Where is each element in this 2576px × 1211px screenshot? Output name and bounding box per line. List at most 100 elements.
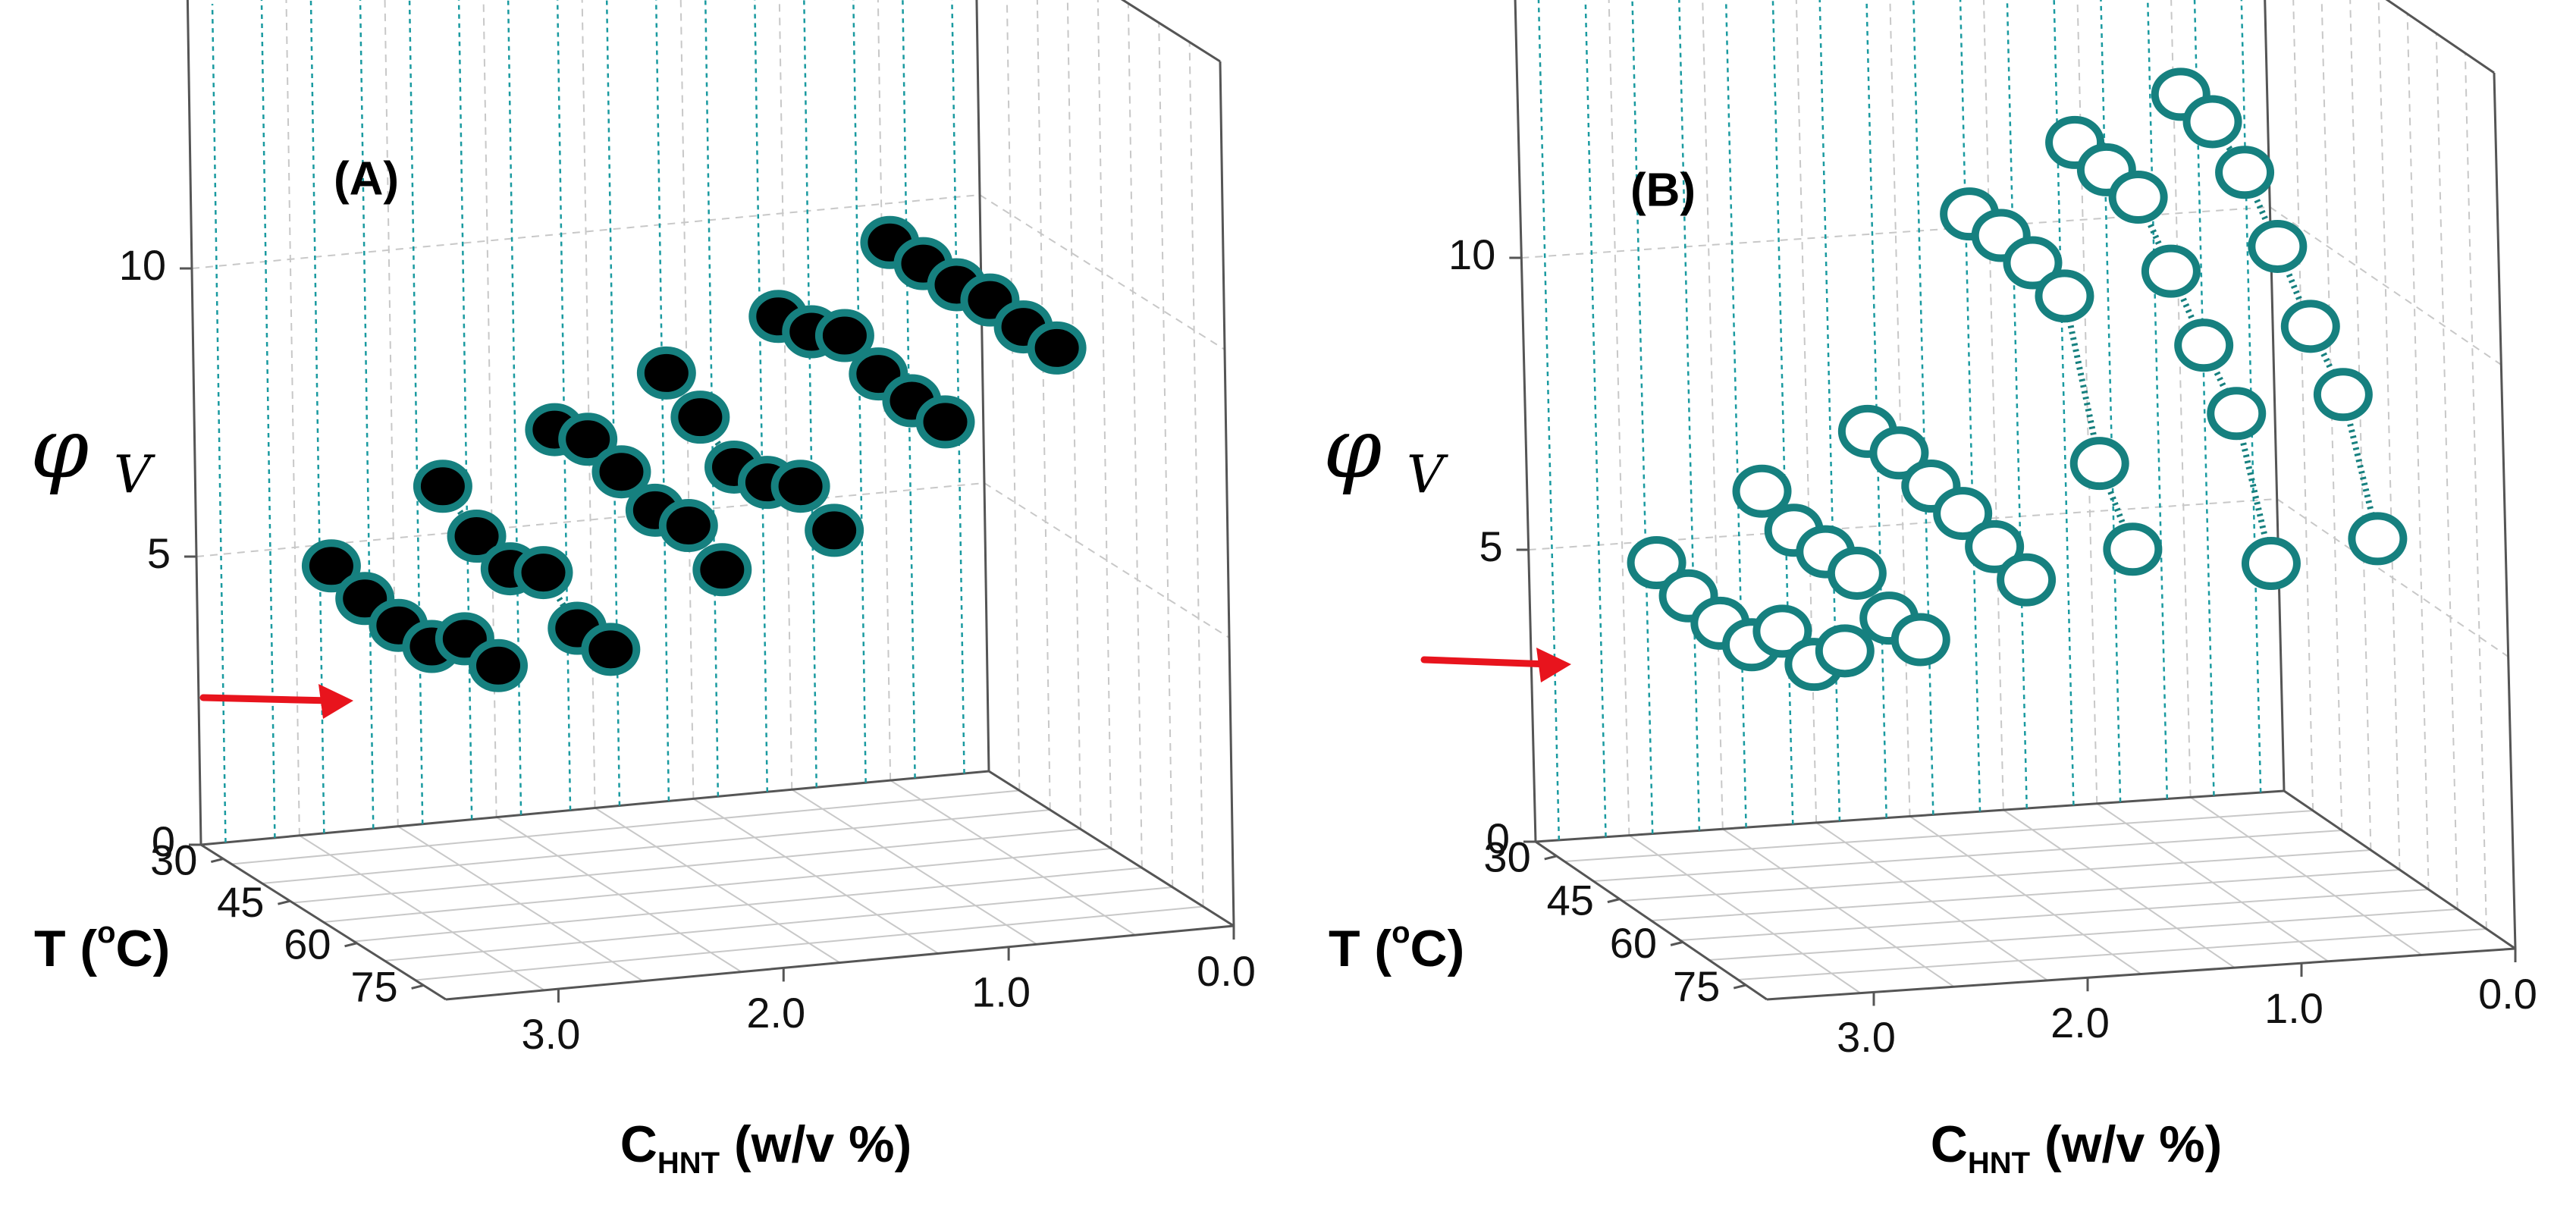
data-point (2280, 300, 2340, 353)
back-wall-drop-line (902, 0, 916, 779)
side-wall-grid-line (1188, 42, 1204, 907)
data-point (814, 309, 874, 362)
back-wall-drop-line (1912, 0, 1934, 815)
side-wall-grid-line (1036, 0, 1051, 811)
back-wall-drop-line (754, 0, 769, 792)
temp-tick-mark (344, 942, 357, 948)
back-wall-drop-line (2100, 0, 2122, 802)
floor-grid-line (2096, 802, 2329, 962)
phi-axis-line (186, 0, 202, 846)
side-wall-grid-line (1066, 0, 1082, 830)
data-point (2035, 269, 2094, 323)
temp-tick-label: 60 (284, 921, 331, 968)
box-edge (1219, 61, 1235, 927)
data-point (469, 638, 529, 692)
data-point (1997, 553, 2057, 607)
back-wall-drop-line (704, 0, 720, 797)
data-point (2182, 95, 2242, 149)
temp-tick-label: 30 (150, 836, 197, 883)
data-point (2313, 368, 2373, 422)
back-wall-drop-line (260, 0, 276, 838)
data-point (915, 395, 975, 449)
conc-tick-label: 2.0 (746, 989, 805, 1037)
back-wall-drop-line (556, 0, 572, 811)
back-wall-drop-line (1818, 0, 1841, 821)
back-wall-grid-line (1982, 0, 2004, 811)
box-edge (200, 770, 990, 846)
floor-grid-line (1564, 810, 2314, 862)
back-wall-grid-line (1889, 0, 1911, 817)
temp-title-unit: C) (1410, 920, 1465, 977)
side-wall-grid-line (1097, 0, 1112, 849)
phi-tick-label: 0 (1486, 814, 1510, 862)
conc-tick-label: 1.0 (971, 968, 1031, 1016)
back-wall-drop-line (803, 0, 817, 788)
temp-tick-mark (1733, 984, 1746, 990)
temp-title-unit: C) (116, 920, 171, 977)
back-wall-grid-line (2076, 0, 2098, 804)
side-wall-grid-line (2386, 0, 2495, 74)
floor-grid-line (323, 848, 1112, 923)
red-arrow-shaft (1420, 656, 1552, 668)
box-edge (988, 770, 1235, 927)
back-wall-drop-line (1631, 0, 1654, 834)
conc-title-text: C (620, 1115, 657, 1173)
temp-title-degree: o (97, 916, 115, 949)
phi-tick-label: 10 (119, 241, 166, 289)
back-wall-drop-line (457, 0, 473, 820)
temp-tick-mark (1607, 898, 1621, 904)
side-wall-grid-line (2435, 33, 2458, 910)
temp-tick-mark (278, 899, 290, 905)
back-wall-drop-line (1678, 0, 1701, 831)
floor-grid-line (2190, 796, 2423, 956)
box-edge (1535, 789, 2285, 843)
back-wall-grid-line (778, 0, 793, 790)
phi-axis-subscript: V (1407, 446, 1448, 506)
panel-label: (A) (334, 152, 399, 205)
back-wall-drop-line (408, 0, 424, 824)
temp-axis-line (1535, 840, 1768, 1001)
conc-axis-title: CHNT (w/v %) (620, 1115, 911, 1180)
data-point (2003, 236, 2063, 290)
floor-grid-line (692, 798, 939, 955)
data-point (2108, 170, 2168, 224)
temp-title-text: T ( (1329, 920, 1392, 977)
temp-tick-label: 45 (1547, 876, 1594, 924)
side-wall-grid-line (2406, 13, 2430, 890)
back-wall-drop-line (507, 0, 522, 815)
back-wall-drop-line (1771, 0, 1794, 824)
temp-tick-label: 60 (1610, 919, 1657, 967)
data-point (2348, 512, 2408, 566)
data-point (1827, 546, 1887, 600)
temp-axis-line (200, 843, 447, 1001)
temp-tick-label: 75 (1673, 962, 1720, 1010)
temp-tick-mark (1670, 940, 1683, 946)
temp-title-text: T ( (34, 920, 97, 977)
red-arrow-head (318, 684, 353, 719)
phi-tick-label: 5 (1479, 522, 1503, 570)
data-point (413, 460, 472, 513)
series-connector (541, 571, 580, 630)
data-point (2215, 146, 2275, 199)
floor-grid-line (890, 780, 1136, 936)
data-point (2103, 522, 2163, 576)
temp-axis-title: T (oC) (34, 916, 170, 977)
phi-axis-subscript: V (114, 446, 155, 506)
conc-title-unit: (w/v %) (720, 1115, 911, 1173)
phi-tick-label: 15 (115, 0, 162, 1)
data-point (1027, 321, 1087, 375)
conc-tick-label: 0.0 (1197, 947, 1256, 995)
conc-axis-line (1766, 947, 2516, 1001)
floor-grid-line (2003, 809, 2236, 968)
back-wall-drop-line (2006, 0, 2028, 809)
temp-tick-label: 45 (217, 878, 264, 926)
conc-title-subscript: HNT (657, 1147, 720, 1180)
data-point (770, 460, 830, 513)
back-wall-grid-line (581, 0, 596, 808)
data-point (2207, 387, 2267, 441)
phi-tick-label: 5 (147, 529, 171, 577)
box-edge (975, 0, 990, 772)
data-point (301, 539, 361, 593)
